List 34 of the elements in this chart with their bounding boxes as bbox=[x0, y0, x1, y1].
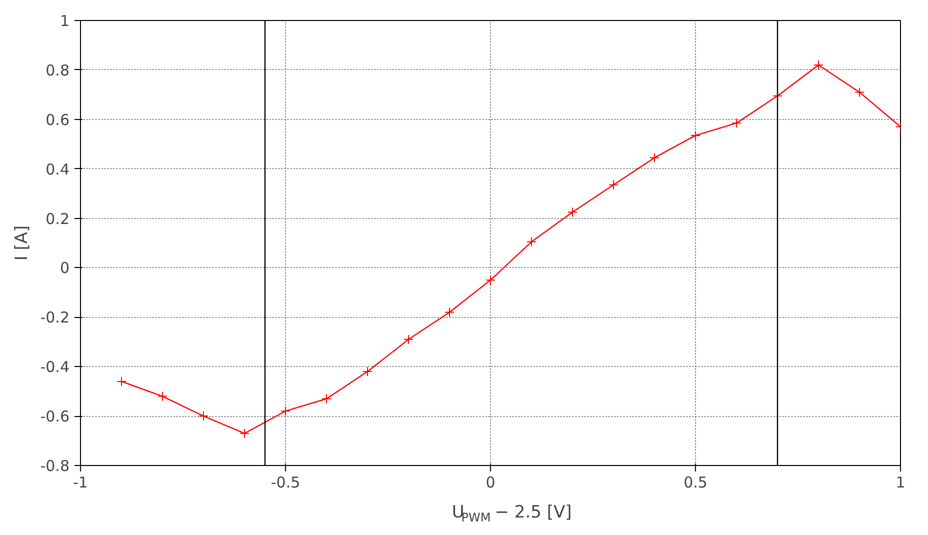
point bbox=[404, 334, 414, 344]
y-tick-label: 0.2 bbox=[46, 210, 70, 228]
y-axis-title: I [A] bbox=[12, 225, 32, 261]
point bbox=[568, 207, 578, 218]
point bbox=[444, 307, 454, 318]
point bbox=[650, 152, 660, 163]
point bbox=[198, 411, 208, 422]
point bbox=[116, 376, 126, 386]
point bbox=[526, 236, 536, 247]
x-tick-label: 0 bbox=[486, 474, 496, 492]
y-tick-label: -0.4 bbox=[40, 358, 70, 376]
y-tick-label: 0.8 bbox=[46, 61, 70, 80]
y-tick-label: -0.2 bbox=[40, 308, 70, 327]
point bbox=[322, 394, 332, 404]
point bbox=[240, 428, 250, 438]
point bbox=[608, 180, 618, 190]
x-tick-label: 1 bbox=[896, 474, 906, 492]
y-tick-label: -0.8 bbox=[40, 457, 70, 475]
x-tick-label: -0.5 bbox=[270, 474, 300, 492]
point bbox=[158, 391, 168, 402]
point bbox=[690, 130, 700, 140]
point bbox=[280, 406, 290, 416]
point bbox=[732, 118, 742, 128]
y-tick-label: -0.6 bbox=[40, 408, 70, 426]
y-tick-label: 0.6 bbox=[46, 110, 70, 129]
x-tick-label: -1 bbox=[73, 474, 88, 492]
point bbox=[854, 87, 864, 98]
point bbox=[362, 366, 372, 377]
y-tick-label: 1 bbox=[60, 12, 70, 30]
point bbox=[814, 60, 824, 70]
point bbox=[486, 275, 496, 286]
y-tick-label: 0.4 bbox=[46, 160, 70, 178]
y-tick-label: 0 bbox=[60, 259, 70, 278]
x-tick-label: 0.5 bbox=[684, 474, 708, 492]
